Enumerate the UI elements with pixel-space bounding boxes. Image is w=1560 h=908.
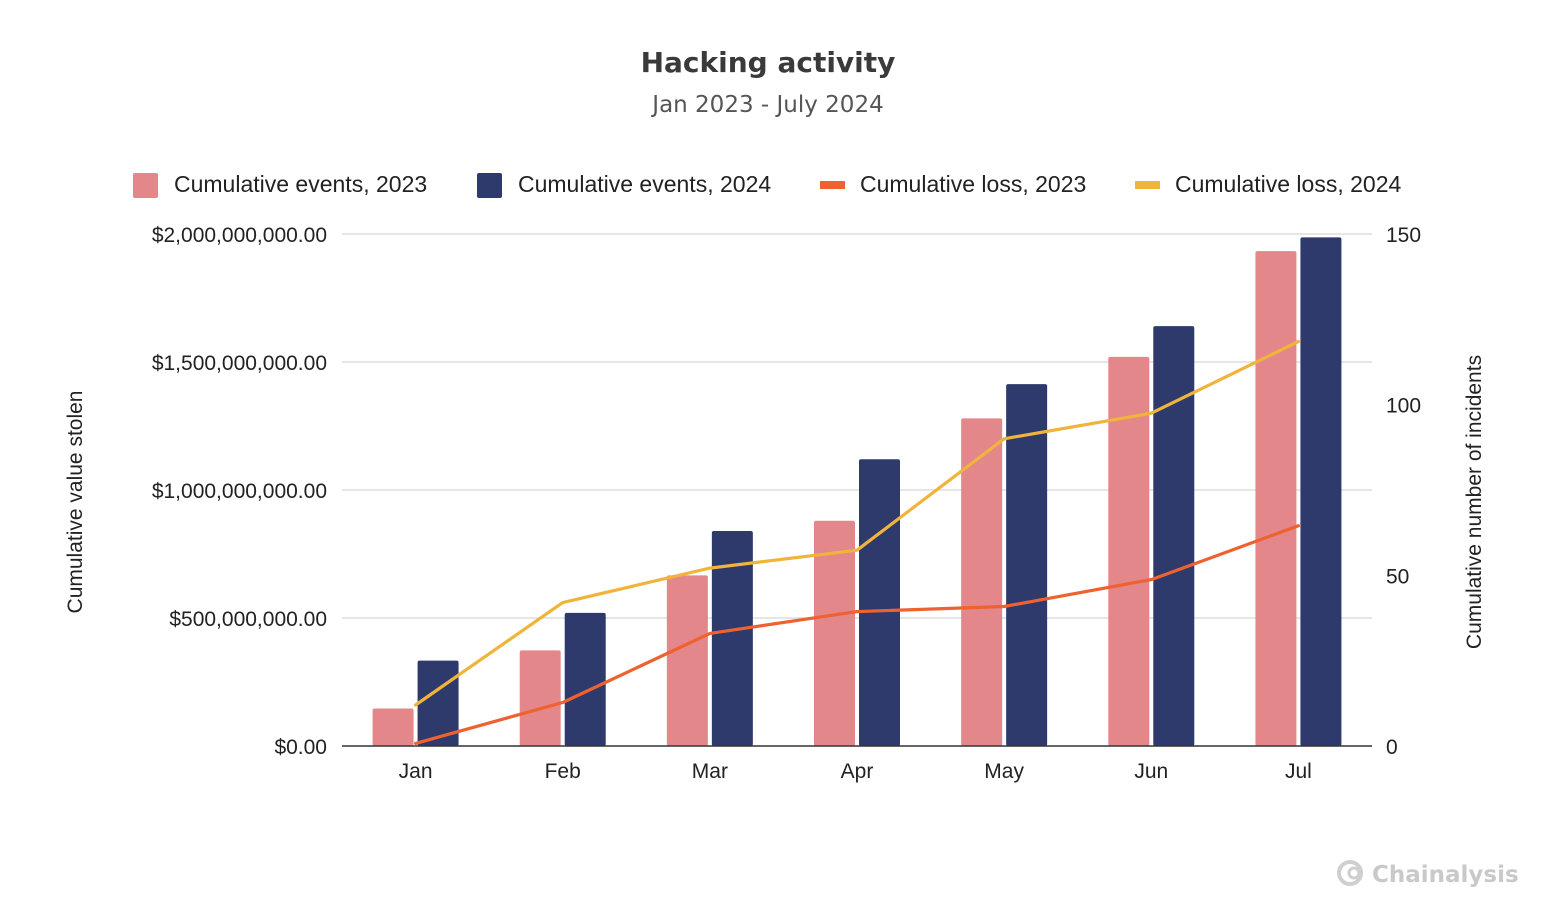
- legend-label-loss-2023: Cumulative loss, 2023: [860, 171, 1086, 197]
- right-tick-label: 150: [1386, 224, 1421, 247]
- x-tick-label: Mar: [692, 760, 728, 783]
- legend-swatch-loss-2023: [820, 181, 845, 189]
- legend-label-events-2023: Cumulative events, 2023: [174, 171, 427, 197]
- watermark-text: Chainalysis: [1372, 862, 1519, 888]
- legend-label-loss-2024: Cumulative loss, 2024: [1175, 171, 1401, 197]
- gridlines: [342, 233, 1372, 619]
- line-cumulative-loss-2024: [414, 339, 1301, 707]
- bar-cumulative-events-2023-apr: [814, 520, 855, 746]
- legend-swatch-events-2023: [133, 173, 158, 198]
- legend-swatch-events-2024: [477, 173, 502, 198]
- bar-cumulative-events-2023-mar: [666, 575, 708, 746]
- chart-title: Hacking activity: [641, 46, 896, 79]
- bar-cumulative-events-2024-jul: [1300, 237, 1342, 746]
- left-tick-label: $0.00: [274, 736, 327, 759]
- lines: [414, 339, 1301, 746]
- bar-series-cumulative-events-2024: [417, 237, 1342, 746]
- left-tick-label: $500,000,000.00: [169, 608, 327, 631]
- x-tick-label: Jul: [1285, 760, 1312, 783]
- right-tick-label: 100: [1386, 395, 1421, 418]
- bar-cumulative-events-2024-apr: [859, 459, 900, 746]
- bar-cumulative-events-2024-jun: [1153, 326, 1195, 746]
- bar-cumulative-events-2024-feb: [564, 612, 606, 746]
- line-cumulative-loss-2023: [414, 524, 1301, 746]
- legend-swatch-loss-2024: [1135, 181, 1160, 189]
- bar-cumulative-events-2023-jan: [372, 708, 414, 746]
- right-tick-label: 50: [1386, 565, 1409, 588]
- bar-cumulative-events-2024-mar: [711, 530, 753, 746]
- left-tick-label: $1,000,000,000.00: [152, 480, 327, 503]
- bar-cumulative-events-2023-jun: [1108, 356, 1150, 746]
- chainalysis-logo-icon: [1337, 860, 1363, 886]
- left-axis-title: Cumulative value stolen: [64, 391, 87, 614]
- x-tick-label: Apr: [841, 760, 874, 783]
- left-tick-label: $1,500,000,000.00: [152, 352, 327, 375]
- watermark: Chainalysis: [1337, 860, 1519, 888]
- bar-series-cumulative-events-2023: [372, 251, 1297, 747]
- right-axis-title: Cumulative number of incidents: [1463, 355, 1486, 649]
- legend-label-events-2024: Cumulative events, 2024: [518, 171, 771, 197]
- chart-subtitle: Jan 2023 - July 2024: [650, 92, 883, 118]
- x-tick-label: Feb: [545, 760, 581, 783]
- legend: Cumulative events, 2023 Cumulative event…: [133, 171, 1401, 198]
- x-tick-label: Jun: [1134, 760, 1168, 783]
- right-tick-label: 0: [1386, 736, 1398, 759]
- bar-cumulative-events-2023-may: [961, 418, 1003, 746]
- x-axis-ticks: Jan Feb Mar Apr May Jun Jul: [399, 760, 1312, 783]
- bars: [372, 237, 1342, 747]
- x-tick-label: May: [984, 760, 1024, 783]
- right-axis-ticks: 0 50 100 150: [1386, 224, 1421, 759]
- bar-cumulative-events-2023-jul: [1255, 251, 1297, 747]
- bar-cumulative-events-2023-feb: [519, 650, 561, 746]
- bar-cumulative-events-2024-may: [1006, 384, 1048, 746]
- left-axis-ticks: $0.00 $500,000,000.00 $1,000,000,000.00 $1,…: [152, 224, 327, 759]
- x-tick-label: Jan: [399, 760, 433, 783]
- left-tick-label: $2,000,000,000.00: [152, 224, 327, 247]
